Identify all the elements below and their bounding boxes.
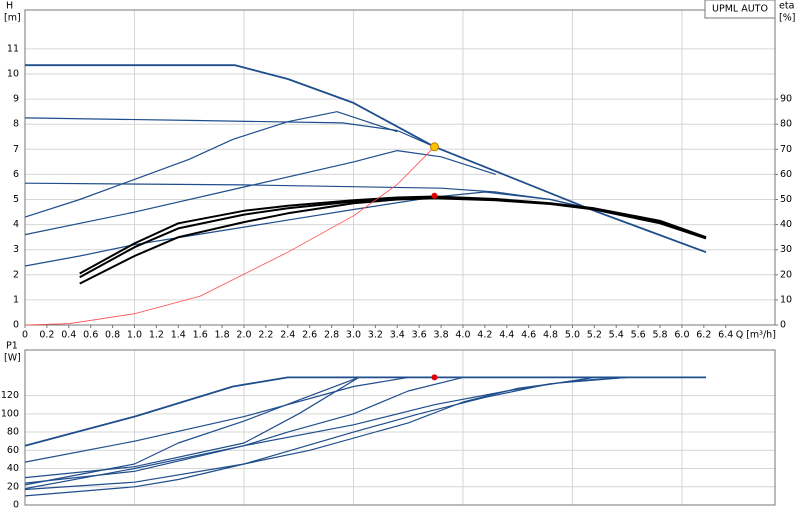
curve <box>24 111 398 218</box>
duty-point <box>429 142 439 152</box>
x-tick-label: 0.8 <box>105 330 120 341</box>
y-axis-unit: [W] <box>4 353 21 364</box>
y2-tick-label: 80 <box>780 119 792 130</box>
x-tick-label: 3.2 <box>368 330 383 341</box>
x-tick-label: 4.6 <box>521 330 536 341</box>
x-tick-label: 3.0 <box>346 330 361 341</box>
y2-tick-label: 90 <box>780 94 792 105</box>
duty-point <box>431 192 438 199</box>
x-tick-label: 3.8 <box>434 330 449 341</box>
x-tick-label: 4.8 <box>543 330 558 341</box>
x-tick-label: 2.8 <box>324 330 339 341</box>
curve <box>24 191 595 267</box>
title-box <box>704 0 776 19</box>
x-tick-label: 4.0 <box>455 330 470 341</box>
x-tick-label: 0.4 <box>61 330 76 341</box>
x-tick-label: 6.0 <box>674 330 689 341</box>
x-tick-label: 5.2 <box>587 330 602 341</box>
plot-frame <box>24 349 776 506</box>
y-tick-label: 7 <box>13 144 19 155</box>
y-tick-label: 6 <box>13 169 19 180</box>
y-tick-label: 3 <box>13 244 19 255</box>
x-tick-label: 3.6 <box>412 330 427 341</box>
y-tick-label: 9 <box>13 94 19 105</box>
curve <box>24 376 595 490</box>
y-tick-label: 20 <box>7 481 19 492</box>
x-tick-label: 2.0 <box>236 330 251 341</box>
y2-tick-label: 30 <box>780 244 792 255</box>
y-tick-label: 0 <box>13 320 19 331</box>
x-tick-label: 0 <box>22 330 28 341</box>
y2-axis-label: eta <box>779 1 794 12</box>
y2-tick-label: 60 <box>780 169 792 180</box>
curve <box>24 376 409 463</box>
y-tick-label: 4 <box>13 219 19 230</box>
curve <box>79 197 707 285</box>
y2-tick-label: 0 <box>780 320 786 331</box>
x-tick-label: 5.4 <box>609 330 624 341</box>
y-tick-label: 5 <box>13 194 19 205</box>
curve <box>25 64 707 254</box>
curve <box>79 195 707 275</box>
y-tick-label: 60 <box>7 445 19 456</box>
y2-tick-label: 70 <box>780 144 792 155</box>
y-tick-label: 0 <box>13 500 19 511</box>
y2-tick-label: 40 <box>780 219 792 230</box>
x-tick-label: 1.2 <box>149 330 164 341</box>
x-tick-label: 5.0 <box>565 330 580 341</box>
y2-tick-label: 10 <box>780 294 792 305</box>
x-tick-label: 1.8 <box>215 330 230 341</box>
x-tick-label: 1.4 <box>171 330 186 341</box>
x-axis-label: Q [m³/h] <box>736 330 776 341</box>
y2-tick-label: 20 <box>780 269 792 280</box>
x-tick-label: 1.0 <box>127 330 142 341</box>
y-tick-label: 2 <box>13 269 19 280</box>
y-axis-label: P1 <box>6 341 18 352</box>
x-tick-label: 3.4 <box>390 330 405 341</box>
y-tick-label: 11 <box>7 43 19 54</box>
chart-title: UPML AUTO <box>712 4 768 15</box>
y-tick-label: 8 <box>13 119 19 130</box>
y-tick-label: 100 <box>1 408 19 419</box>
y-tick-label: 10 <box>7 69 19 80</box>
y2-tick-label: 50 <box>780 194 792 205</box>
x-tick-label: 4.2 <box>477 330 492 341</box>
curve <box>24 376 360 479</box>
y-tick-label: 80 <box>7 427 19 438</box>
curve <box>24 146 435 326</box>
x-tick-label: 0.2 <box>39 330 54 341</box>
curve <box>24 117 435 148</box>
curve <box>24 376 464 484</box>
curve <box>24 376 360 486</box>
x-tick-label: 6.2 <box>696 330 711 341</box>
x-tick-label: 2.2 <box>258 330 273 341</box>
x-tick-label: 6.4 <box>718 330 733 341</box>
x-tick-label: 2.4 <box>280 330 295 341</box>
y-axis-unit: [m] <box>4 13 21 24</box>
x-tick-label: 1.6 <box>193 330 208 341</box>
x-tick-label: 5.6 <box>631 330 646 341</box>
y2-axis-unit: [%] <box>779 13 795 24</box>
x-tick-label: 0.6 <box>83 330 98 341</box>
curve <box>79 196 707 279</box>
plot-frame <box>24 9 776 326</box>
x-tick-label: 4.4 <box>499 330 514 341</box>
duty-point <box>431 374 438 381</box>
curve <box>24 376 706 447</box>
x-tick-label: 2.6 <box>302 330 317 341</box>
curve <box>24 150 496 236</box>
y-tick-label: 40 <box>7 463 19 474</box>
y-tick-label: 1 <box>13 294 19 305</box>
x-tick-label: 5.8 <box>652 330 667 341</box>
y-tick-label: 120 <box>1 390 19 401</box>
curve <box>24 376 628 497</box>
y-axis-label: H <box>6 1 13 12</box>
